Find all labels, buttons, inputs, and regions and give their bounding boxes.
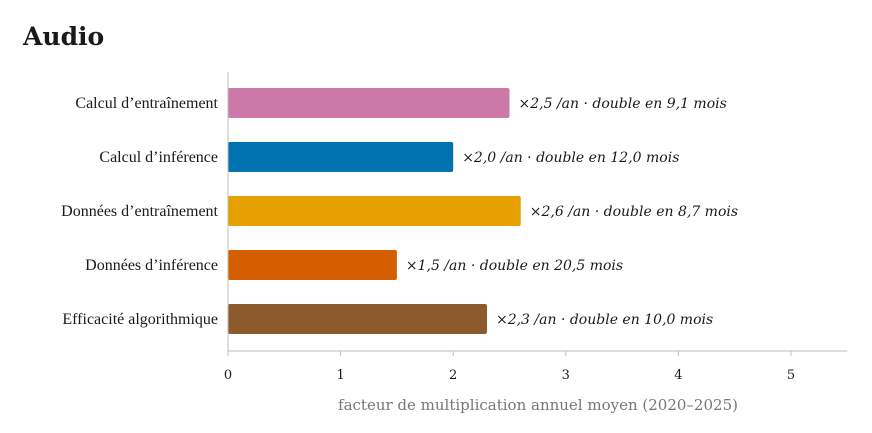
bars-group [228, 88, 521, 334]
category-labels: Calcul d’entraînement Calcul d’inférence D… [61, 95, 218, 328]
value-labels: ×2,5 /an · double en 9,1 mois ×2,0 /an · … [406, 96, 738, 328]
x-tick-label: 2 [449, 368, 457, 383]
value-label: ×2,0 /an · double en 12,0 mois [462, 150, 679, 166]
category-label: Données d’inférence [85, 257, 218, 274]
bar-4 [228, 250, 397, 280]
bar-2 [228, 142, 454, 172]
x-axis-title: facteur de multiplication annuel moyen (… [338, 396, 738, 414]
value-label: ×1,5 /an · double en 20,5 mois [406, 258, 623, 274]
value-label: ×2,5 /an · double en 9,1 mois [519, 96, 727, 112]
value-label: ×2,6 /an · double en 8,7 mois [530, 204, 738, 220]
x-tick-label: 3 [562, 368, 570, 383]
value-label: ×2,3 /an · double en 10,0 mois [496, 312, 713, 328]
category-label: Données d’entraînement [61, 203, 218, 220]
category-label: Calcul d’inférence [99, 149, 218, 166]
category-label: Calcul d’entraînement [75, 95, 218, 112]
bar-3 [228, 196, 521, 226]
x-ticks: 0 1 2 3 4 5 [224, 351, 795, 383]
x-tick-label: 1 [336, 368, 344, 383]
bar-5 [228, 304, 487, 334]
x-tick-label: 4 [674, 368, 682, 383]
chart-title: Audio [23, 22, 105, 51]
category-label: Efficacité algorithmique [62, 311, 218, 328]
x-tick-label: 0 [224, 368, 232, 383]
bar-1 [228, 88, 510, 118]
x-tick-label: 5 [787, 368, 795, 383]
